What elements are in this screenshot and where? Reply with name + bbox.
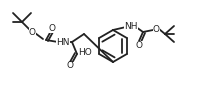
Text: HO: HO bbox=[78, 48, 92, 57]
Text: O: O bbox=[135, 40, 142, 49]
Text: O: O bbox=[66, 62, 73, 70]
Text: O: O bbox=[28, 28, 35, 36]
Text: O: O bbox=[49, 24, 55, 33]
Text: NH: NH bbox=[124, 21, 138, 30]
Text: HN: HN bbox=[56, 38, 70, 46]
Text: O: O bbox=[153, 24, 160, 34]
